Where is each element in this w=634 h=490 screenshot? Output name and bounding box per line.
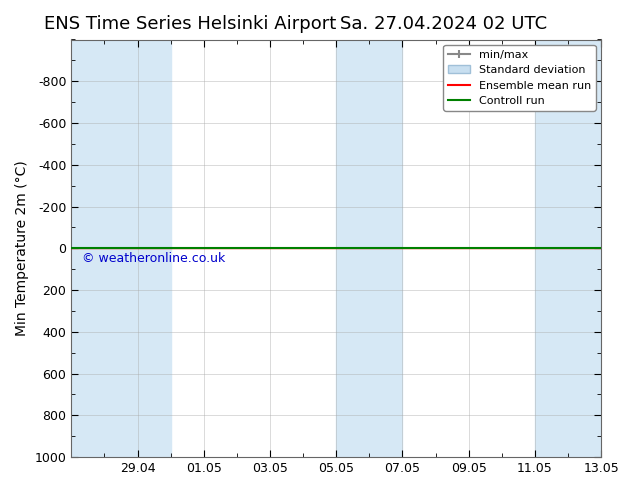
Bar [138, 40, 171, 457]
Text: Sa. 27.04.2024 02 UTC: Sa. 27.04.2024 02 UTC [340, 15, 547, 33]
Bar [71, 40, 138, 457]
Text: ENS Time Series Helsinki Airport: ENS Time Series Helsinki Airport [44, 15, 336, 33]
Text: © weatheronline.co.uk: © weatheronline.co.uk [82, 252, 225, 265]
Legend: min/max, Standard deviation, Ensemble mean run, Controll run: min/max, Standard deviation, Ensemble me… [443, 45, 595, 111]
Bar [336, 40, 403, 457]
Y-axis label: Min Temperature 2m (°C): Min Temperature 2m (°C) [15, 160, 29, 336]
Bar [535, 40, 601, 457]
